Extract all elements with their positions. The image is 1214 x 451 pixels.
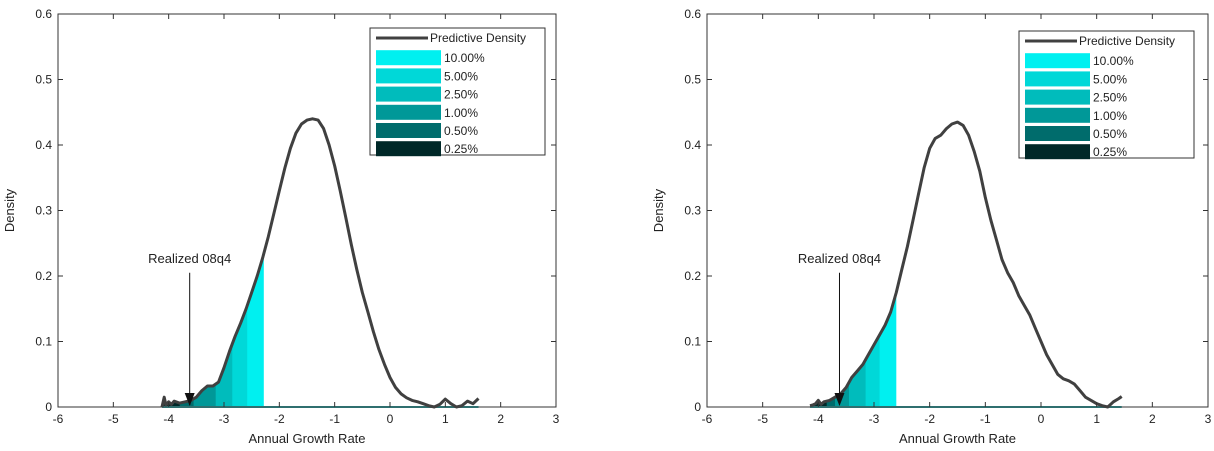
y-axis-label: Density [651, 188, 666, 232]
annotation-arrow-head [834, 393, 845, 406]
legend-entry-label: 0.25% [444, 142, 478, 156]
density-line [160, 117, 480, 409]
legend-entry-label: 5.00% [1093, 72, 1127, 86]
x-tick-label: 0 [1038, 412, 1045, 426]
x-tick-label: -2 [274, 412, 285, 426]
y-tick-label: 0 [45, 400, 52, 414]
y-tick-label: 0.5 [684, 73, 701, 87]
legend-swatch [376, 68, 441, 84]
y-tick-label: 0.1 [35, 335, 52, 349]
annotation-label: Realized 08q4 [798, 251, 881, 266]
legend-swatch [1025, 107, 1090, 123]
x-tick-label: -3 [219, 412, 230, 426]
legend-swatch [1025, 89, 1090, 105]
legend-swatch [376, 141, 441, 157]
legend-entry-label: 5.00% [444, 69, 478, 83]
y-tick-label: 0.5 [35, 73, 52, 87]
x-tick-label: -5 [757, 412, 768, 426]
legend-swatch [1025, 53, 1090, 69]
legend-swatch [376, 86, 441, 102]
y-tick-label: 0.2 [684, 269, 701, 283]
x-tick-label: -4 [163, 412, 174, 426]
legend-swatch [1025, 144, 1090, 160]
chart-panel-1: -6 -5 -4 -3 -2 -1 0 1 2 3 0 0.1 0.2 0.3 0.4 0.5 0.6 Annua… [2, 7, 560, 446]
legend-swatch [376, 123, 441, 138]
quantile-area-10-00pct [162, 253, 264, 407]
legend-entry-label: Predictive Density [1079, 34, 1175, 48]
y-tick-label: 0.4 [684, 138, 701, 152]
legend-entry-label: 2.50% [444, 88, 478, 102]
y-tick-label: 0.1 [684, 335, 701, 349]
y-tick-label: 0 [694, 400, 701, 414]
legend-entry-label: Predictive Density [430, 31, 526, 45]
x-tick-label: -1 [329, 412, 340, 426]
x-tick-label: -6 [53, 412, 64, 426]
density-line [809, 120, 1123, 409]
legend-entry-label: 0.25% [1093, 145, 1127, 159]
annotation-arrow-head [184, 393, 195, 406]
chart-panel-2: -6 -5 -4 -3 -2 -1 0 1 2 3 0 0.1 0.2 0.3 0.4 0.5 0.6 Annua… [651, 7, 1212, 446]
legend-entry-label: 0.50% [1093, 127, 1127, 141]
y-tick-label: 0.3 [35, 204, 52, 218]
x-tick-label: -1 [980, 412, 991, 426]
x-axis-label: Annual Growth Rate [248, 431, 365, 446]
legend-entry-label: 2.50% [1093, 91, 1127, 105]
x-tick-label: -6 [702, 412, 713, 426]
x-tick-label: -3 [869, 412, 880, 426]
legend: Predictive Density 10.00% 5.00% 2.50% 1.00% 0… [1018, 30, 1195, 160]
legend-entry-label: 0.50% [444, 124, 478, 138]
legend-entry-label: 1.00% [1093, 109, 1127, 123]
legend-entry-label: 10.00% [1093, 54, 1134, 68]
y-tick-label: 0.4 [35, 138, 52, 152]
y-tick-label: 0.6 [684, 7, 701, 21]
quantile-area-2-50pct [810, 359, 866, 407]
y-tick-label: 0.3 [684, 204, 701, 218]
legend-swatch [376, 104, 441, 120]
x-tick-label: 3 [553, 412, 560, 426]
x-tick-label: 0 [387, 412, 394, 426]
legend: Predictive Density 10.00% 5.00% 2.50% 1.00% 0… [369, 27, 546, 157]
legend-swatch [376, 50, 441, 66]
x-tick-label: -4 [813, 412, 824, 426]
x-tick-label: -2 [924, 412, 935, 426]
x-tick-label: 3 [1205, 412, 1212, 426]
y-tick-label: 0.2 [35, 269, 52, 283]
annotation-label: Realized 08q4 [148, 251, 231, 266]
y-tick-label: 0.6 [35, 7, 52, 21]
x-tick-label: 2 [497, 412, 504, 426]
legend-swatch [1025, 126, 1090, 141]
quantile-area-1-00pct [162, 384, 216, 407]
y-axis-label: Density [2, 188, 17, 232]
x-tick-label: -5 [108, 412, 119, 426]
x-tick-label: 1 [442, 412, 449, 426]
x-tick-label: 2 [1149, 412, 1156, 426]
x-tick-label: 1 [1093, 412, 1100, 426]
legend-swatch [1025, 71, 1090, 87]
x-axis-label: Annual Growth Rate [899, 431, 1016, 446]
legend-entry-label: 1.00% [444, 106, 478, 120]
legend-entry-label: 10.00% [444, 51, 485, 65]
